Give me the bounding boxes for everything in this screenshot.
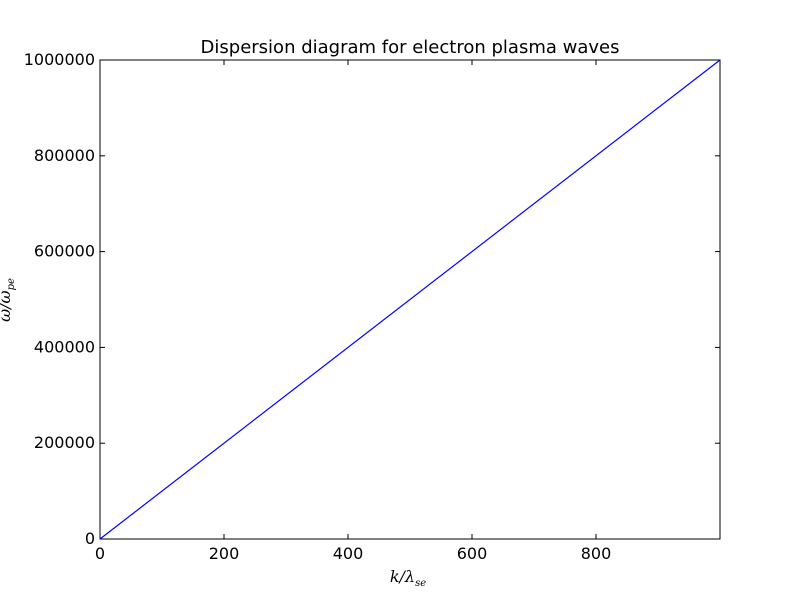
series-line <box>99 59 721 540</box>
x-tick-label: 600 <box>457 544 488 563</box>
y-axis-label-sub: pe <box>6 278 17 290</box>
y-tick-label: 600000 <box>34 242 95 261</box>
y-tick-label: 0 <box>85 529 95 548</box>
x-axis-label-main: k/λ <box>390 567 415 586</box>
x-axis-label-sub: se <box>415 578 426 589</box>
y-axis-label: ω/ωpe <box>0 278 17 322</box>
y-tick-label: 400000 <box>34 337 95 356</box>
x-tick-label: 0 <box>95 544 105 563</box>
x-tick-label: 800 <box>581 544 612 563</box>
y-tick-label: 200000 <box>34 433 95 452</box>
x-axis-label: k/λse <box>390 567 426 589</box>
x-tick-label: 400 <box>333 544 364 563</box>
series <box>99 59 721 540</box>
chart-title: Dispersion diagram for electron plasma w… <box>201 37 620 58</box>
x-tick-label: 200 <box>209 544 240 563</box>
y-axis-label-main: ω/ω <box>0 290 14 321</box>
y-tick-label: 800000 <box>34 146 95 165</box>
y-tick-label: 1000000 <box>24 50 95 69</box>
x-ticks: 0 200 400 600 800 <box>95 60 611 563</box>
y-ticks: 0 200000 400000 600000 800000 1000000 <box>24 50 720 548</box>
plot-frame <box>99 59 721 540</box>
